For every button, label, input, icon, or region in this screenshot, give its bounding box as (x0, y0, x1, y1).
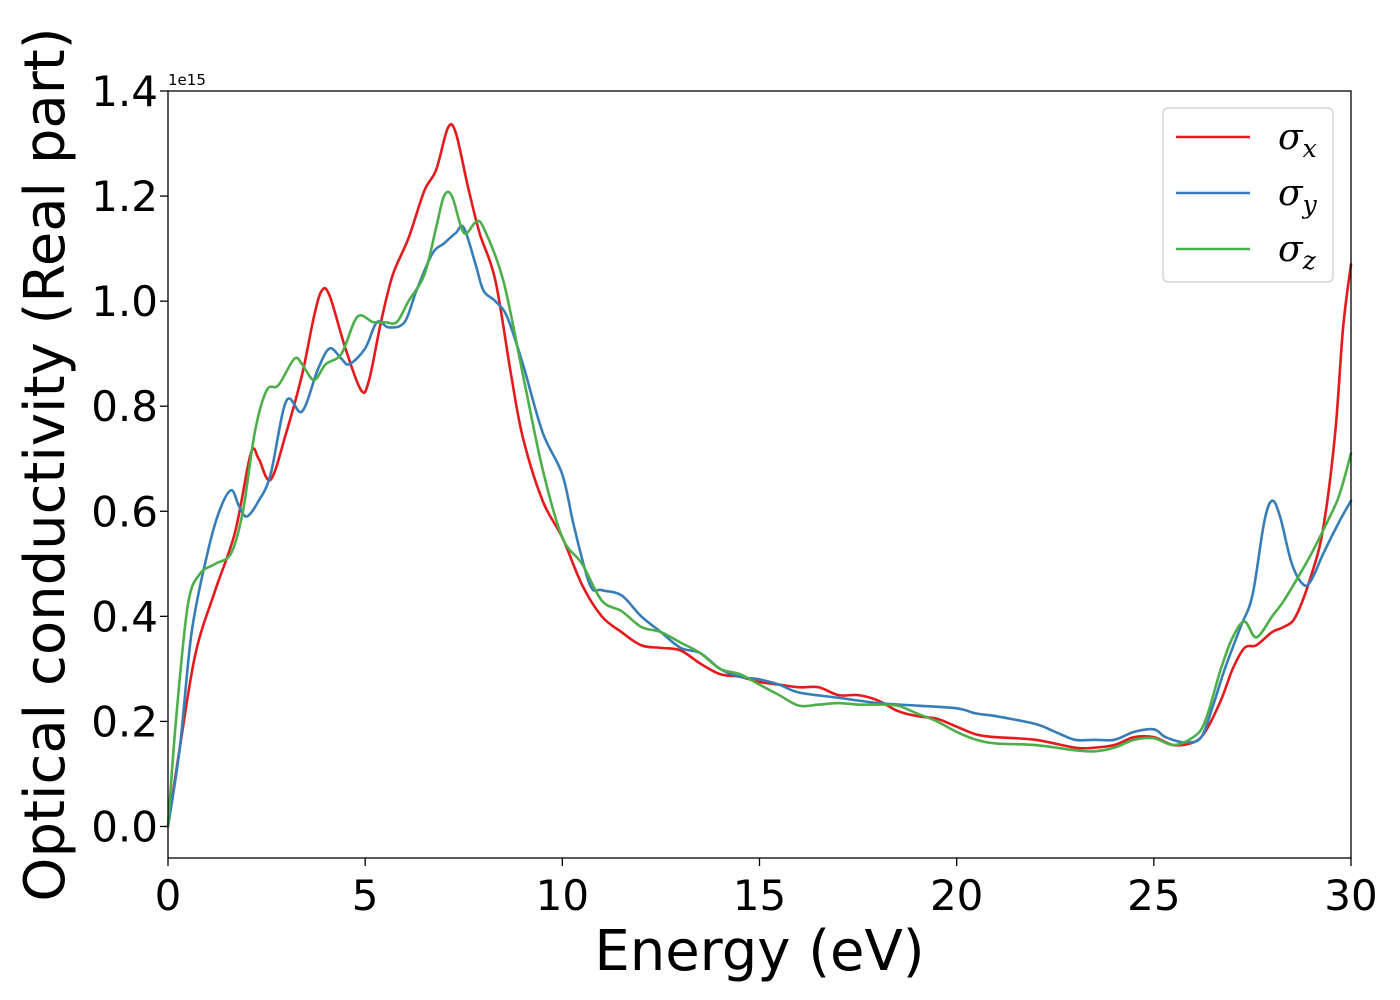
legend-label-x: σx (1278, 117, 1317, 163)
y-tick-label: 0.6 (91, 487, 158, 536)
series-line-z (166, 190, 1353, 828)
x-tick-label: 20 (930, 871, 983, 920)
x-tick-label: 15 (733, 871, 786, 920)
y-tick-label: 0.2 (91, 697, 158, 746)
y-tick-label: 1.0 (91, 277, 158, 326)
x-tick-label: 30 (1324, 871, 1377, 920)
x-tick-label: 25 (1127, 871, 1180, 920)
y-axis-offset-label: 1e15 (168, 71, 206, 89)
legend-label-y: σy (1278, 173, 1318, 219)
y-tick-label: 1.2 (91, 172, 158, 221)
y-tick-label: 0.4 (91, 592, 158, 641)
legend-label-z: σz (1278, 229, 1317, 275)
legend-box (1162, 107, 1334, 283)
legend: σx σy σz (1162, 107, 1334, 283)
series-line-x (166, 122, 1353, 828)
series-line-y (166, 224, 1353, 828)
x-tick-label: 0 (155, 871, 182, 920)
x-axis-ticks: 0 5 10 15 20 25 30 (155, 858, 1378, 920)
x-tick-label: 10 (536, 871, 589, 920)
y-tick-label: 0.0 (91, 802, 158, 851)
x-tick-label: 5 (352, 871, 379, 920)
x-axis-label: Energy (eV) (594, 919, 924, 984)
y-axis-label: Optical conductivity (Real part) (13, 27, 78, 901)
series-layer (166, 122, 1353, 828)
y-tick-label: 0.8 (91, 382, 158, 431)
y-tick-label: 1.4 (91, 67, 158, 116)
y-axis-ticks: 0.0 0.2 0.4 0.6 0.8 1.0 1.2 1.4 (91, 67, 168, 851)
